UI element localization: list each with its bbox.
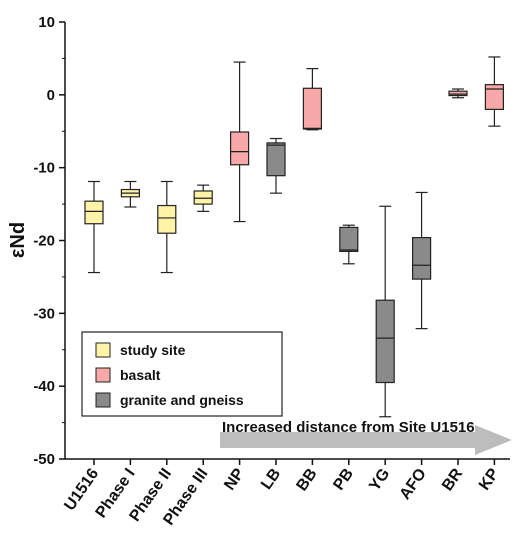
box-iqr <box>157 204 177 234</box>
legend-label: basalt <box>120 367 161 383</box>
distance-arrow <box>220 425 512 455</box>
box-phase-i <box>120 180 141 208</box>
box-iqr <box>412 236 432 280</box>
y-tick-label: 10 <box>38 14 55 31</box>
box-iqr <box>230 131 250 166</box>
y-tick-label: -20 <box>33 233 55 250</box>
y-tick-label: -30 <box>33 305 55 322</box>
x-tick-label: AFO <box>397 466 430 503</box>
legend: study site basalt granite and gneiss <box>81 331 283 417</box>
box-iqr <box>266 142 286 177</box>
y-axis-title: εNd <box>7 222 29 258</box>
box-kp <box>484 56 504 127</box>
box-iqr <box>84 200 104 225</box>
box-iqr <box>193 190 213 205</box>
y-tick-label: -50 <box>33 451 55 468</box>
box-np <box>230 61 250 223</box>
y-tick-label: 0 <box>47 87 55 104</box>
distance-annotation: Increased distance from Site U1516 <box>220 419 512 455</box>
box-lb <box>266 137 286 194</box>
legend-swatch <box>95 342 111 358</box>
x-tick-label: KP <box>476 465 503 493</box>
y-tick-label: -10 <box>33 160 55 177</box>
x-tick-label: BB <box>293 466 320 495</box>
legend-swatch <box>95 392 111 408</box>
box-iqr <box>448 90 468 97</box>
box-phase-ii <box>157 180 177 274</box>
box-series <box>84 56 504 418</box>
box-u1516 <box>84 180 104 274</box>
box-iqr <box>484 84 504 110</box>
x-tick-label: NP <box>221 465 248 493</box>
box-pb <box>339 224 359 265</box>
box-iqr <box>339 226 359 253</box>
x-tick-label: LB <box>258 466 284 493</box>
legend-swatch <box>95 367 111 383</box>
legend-label: granite and gneiss <box>120 392 244 408</box>
box-iqr <box>375 299 395 384</box>
distance-annotation-text: Increased distance from Site U1516 <box>222 419 475 436</box>
legend-box <box>81 331 283 417</box>
x-tick-label: PB <box>330 466 357 494</box>
legend-label: study site <box>120 342 186 358</box>
x-tick-label: YG <box>366 466 393 495</box>
box-bb <box>302 68 322 131</box>
box-br <box>448 88 468 99</box>
box-iqr <box>302 87 322 130</box>
box-phase-iii <box>193 184 213 212</box>
box-yg <box>375 205 395 418</box>
x-tick-label: BR <box>439 465 466 494</box>
box-afo <box>412 191 432 330</box>
y-tick-label: -40 <box>33 378 55 395</box>
